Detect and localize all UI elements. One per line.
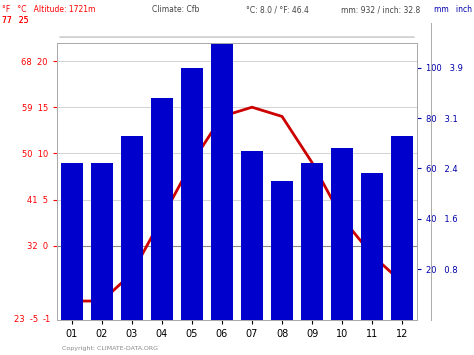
- Bar: [271, 181, 293, 320]
- Bar: [151, 98, 173, 320]
- Text: °C: 8.0 / °F: 46.4: °C: 8.0 / °F: 46.4: [246, 5, 310, 14]
- Text: Climate: Cfb: Climate: Cfb: [152, 5, 199, 14]
- Bar: [331, 148, 353, 320]
- Text: mm   inch: mm inch: [434, 5, 472, 14]
- Bar: [301, 163, 323, 320]
- Text: 23  -5: 23 -5: [14, 315, 38, 324]
- Bar: [361, 174, 383, 320]
- Text: Copyright: CLIMATE-DATA.ORG: Copyright: CLIMATE-DATA.ORG: [62, 346, 158, 351]
- Bar: [91, 163, 113, 320]
- Bar: [211, 33, 233, 320]
- Bar: [241, 151, 263, 320]
- Bar: [391, 136, 413, 320]
- Bar: [181, 68, 203, 320]
- Text: 77   25: 77 25: [2, 16, 29, 25]
- Text: mm: 932 / inch: 32.8: mm: 932 / inch: 32.8: [341, 5, 420, 14]
- Text: -1: -1: [43, 315, 51, 324]
- Text: 77   25: 77 25: [2, 16, 29, 25]
- Bar: [121, 136, 143, 320]
- Bar: [61, 163, 83, 320]
- Text: °F   °C   Altitude: 1721m: °F °C Altitude: 1721m: [2, 5, 96, 14]
